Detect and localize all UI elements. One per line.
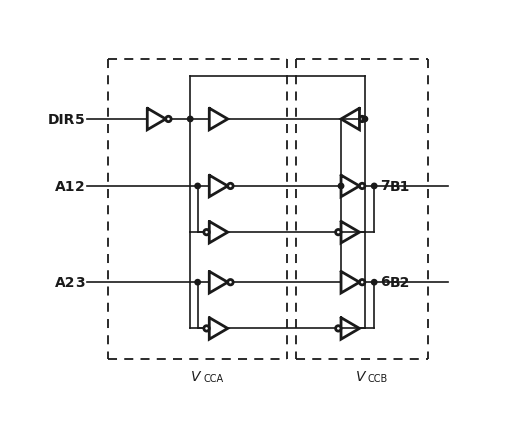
Text: A1: A1	[55, 180, 75, 194]
Text: 3: 3	[75, 276, 84, 289]
Circle shape	[336, 326, 341, 331]
Text: 5: 5	[75, 113, 84, 127]
Circle shape	[360, 117, 365, 122]
Text: 2: 2	[75, 180, 84, 194]
Circle shape	[338, 184, 344, 189]
Circle shape	[360, 280, 365, 285]
Circle shape	[371, 280, 377, 285]
Circle shape	[204, 326, 209, 331]
Circle shape	[336, 230, 341, 235]
Circle shape	[371, 184, 377, 189]
Circle shape	[360, 184, 365, 189]
Circle shape	[204, 230, 209, 235]
Circle shape	[187, 117, 193, 122]
Text: V: V	[356, 369, 365, 383]
Text: CCA: CCA	[203, 374, 223, 384]
Text: CCB: CCB	[367, 374, 388, 384]
Text: B2: B2	[390, 276, 410, 289]
Circle shape	[362, 117, 368, 122]
Text: DIR: DIR	[48, 113, 75, 127]
Text: 6: 6	[380, 275, 390, 289]
Text: V: V	[192, 369, 201, 383]
Circle shape	[228, 280, 233, 285]
Circle shape	[228, 184, 233, 189]
Text: A2: A2	[55, 276, 75, 289]
Circle shape	[195, 184, 200, 189]
Circle shape	[166, 117, 171, 122]
Text: 7: 7	[380, 179, 390, 193]
Circle shape	[195, 280, 200, 285]
Text: B1: B1	[390, 180, 410, 194]
